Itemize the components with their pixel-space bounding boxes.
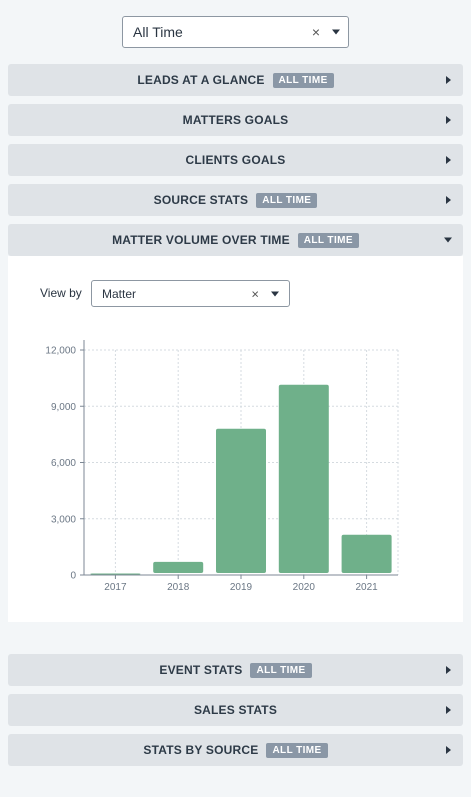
expand-arrow-icon[interactable] — [446, 706, 451, 714]
time-badge: ALL TIME — [266, 742, 328, 758]
time-range-value: All Time — [133, 24, 183, 40]
panel-title: SOURCE STATS — [153, 193, 249, 207]
expand-arrow-icon[interactable] — [446, 196, 451, 204]
bar — [341, 534, 392, 573]
clear-icon[interactable]: × — [311, 24, 320, 40]
y-tick-label: 12,000 — [45, 346, 76, 357]
x-tick-label: 2020 — [293, 582, 316, 593]
x-tick-label: 2019 — [230, 582, 253, 593]
time-badge: ALL TIME — [297, 232, 359, 248]
matter-volume-chart: 0 3,000 6,000 9,000 12,000 2017 2018 2019 2020 20… — [45, 340, 399, 593]
matter-volume-panel-body: View by Matter × 0 3,000 6,000 9,000 12,000 2… — [8, 256, 463, 622]
time-range-select[interactable]: All Time × — [122, 16, 349, 48]
panel-matters-goals[interactable]: MATTERS GOALS — [8, 104, 463, 136]
y-tick-label: 3,000 — [51, 514, 76, 525]
bar — [278, 384, 329, 573]
time-badge: ALL TIME — [250, 662, 312, 678]
time-badge: ALL TIME — [256, 192, 318, 208]
expand-arrow-icon[interactable] — [446, 76, 451, 84]
caret-down-icon[interactable] — [332, 29, 340, 35]
y-tick-label: 0 — [70, 571, 76, 582]
expand-arrow-icon[interactable] — [446, 746, 451, 754]
x-tick-label: 2021 — [355, 582, 378, 593]
x-tick-label: 2017 — [104, 582, 127, 593]
view-by-value: Matter — [102, 286, 137, 301]
expand-arrow-icon[interactable] — [446, 666, 451, 674]
view-by-label: View by — [40, 286, 82, 300]
clear-icon[interactable]: × — [251, 286, 259, 301]
panel-leads-at-a-glance[interactable]: LEADS AT A GLANCE ALL TIME — [8, 64, 463, 96]
panel-title: MATTERS GOALS — [182, 113, 289, 127]
time-badge: ALL TIME — [272, 72, 334, 88]
collapse-arrow-icon[interactable] — [444, 237, 452, 243]
view-by-select[interactable]: Matter × — [91, 280, 290, 307]
y-tick-label: 9,000 — [51, 402, 76, 413]
panel-title: MATTER VOLUME OVER TIME — [112, 233, 290, 247]
panel-title: CLIENTS GOALS — [185, 153, 286, 167]
panel-title: SALES STATS — [193, 703, 278, 717]
expand-arrow-icon[interactable] — [446, 156, 451, 164]
panel-title: STATS BY SOURCE — [143, 743, 259, 757]
panel-clients-goals[interactable]: CLIENTS GOALS — [8, 144, 463, 176]
panel-title: EVENT STATS — [159, 663, 243, 677]
y-tick-label: 6,000 — [51, 458, 76, 469]
bar — [90, 573, 141, 575]
panel-event-stats[interactable]: EVENT STATS ALL TIME — [8, 654, 463, 686]
panel-source-stats[interactable]: SOURCE STATS ALL TIME — [8, 184, 463, 216]
panel-matter-volume-over-time[interactable]: MATTER VOLUME OVER TIME ALL TIME — [8, 224, 463, 256]
caret-down-icon[interactable] — [271, 291, 279, 296]
x-tick-label: 2018 — [167, 582, 190, 593]
panel-title: LEADS AT A GLANCE — [137, 73, 265, 87]
panel-stats-by-source[interactable]: STATS BY SOURCE ALL TIME — [8, 734, 463, 766]
panel-sales-stats[interactable]: SALES STATS — [8, 694, 463, 726]
expand-arrow-icon[interactable] — [446, 116, 451, 124]
bar — [153, 561, 204, 573]
bar — [216, 428, 266, 573]
